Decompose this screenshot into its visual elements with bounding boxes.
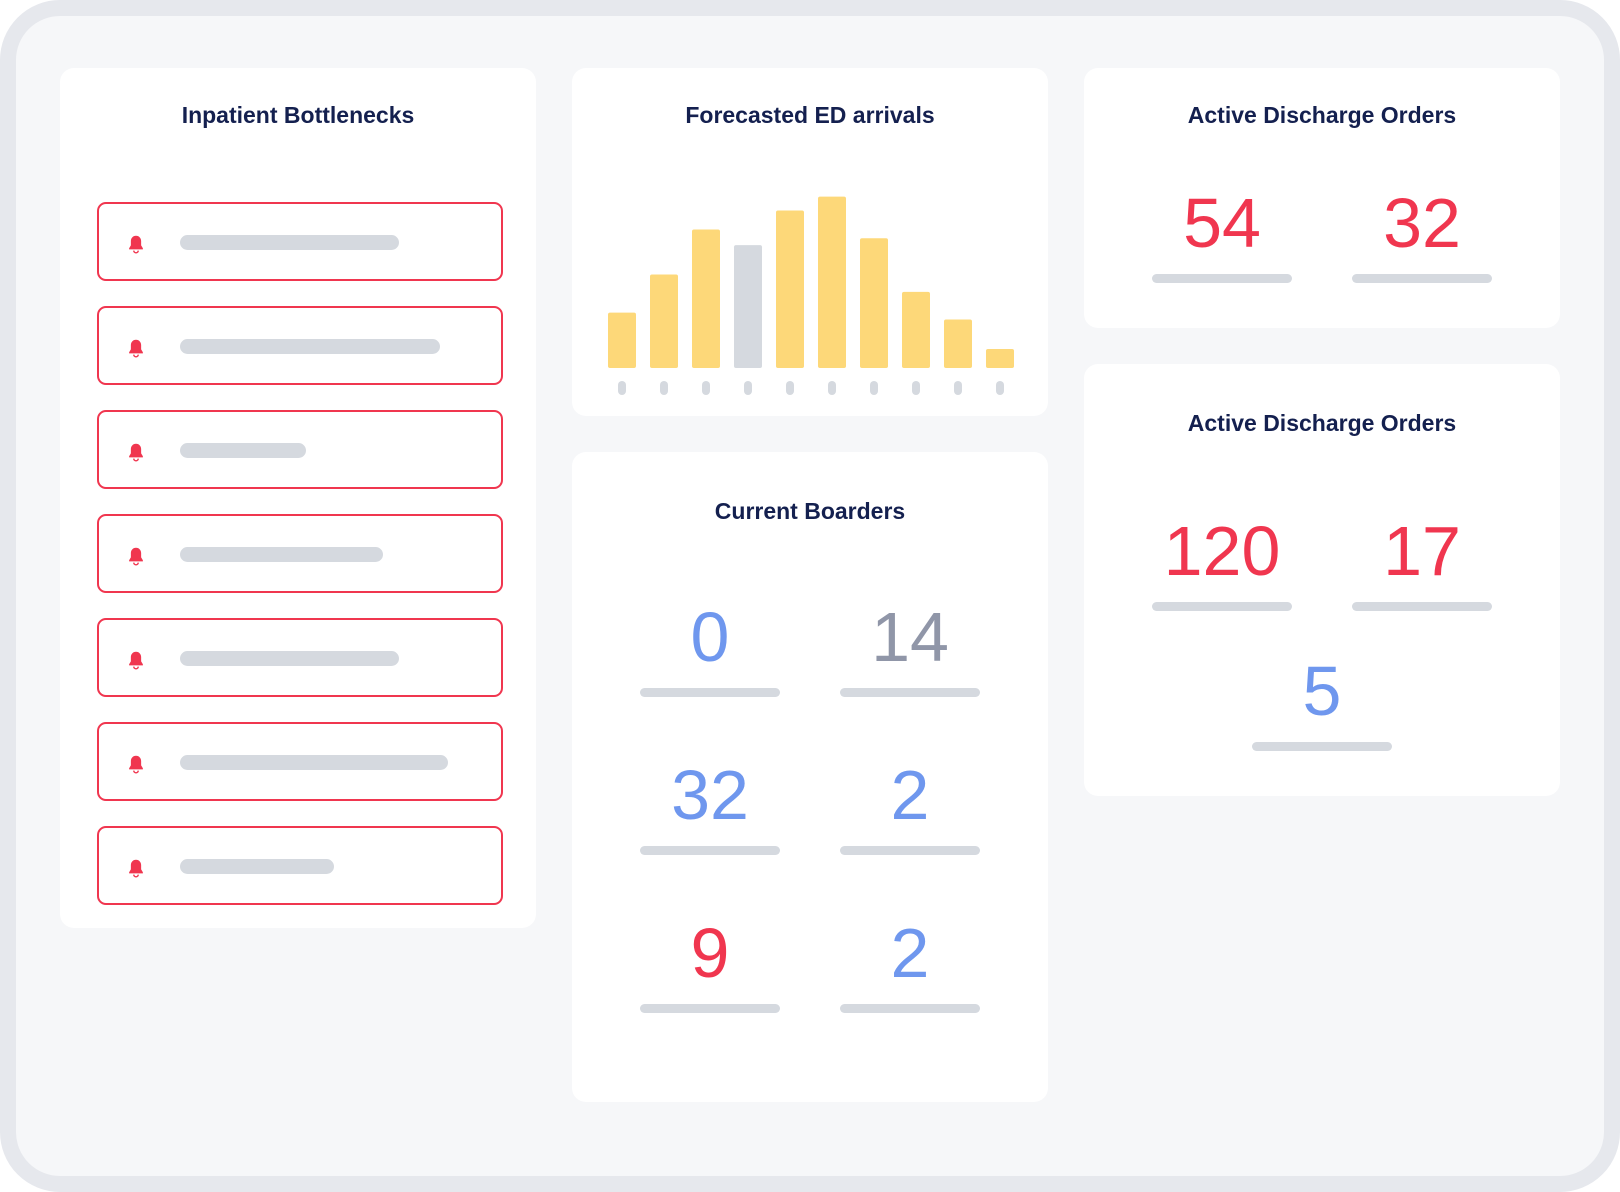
bell-icon <box>129 235 143 254</box>
forecast-tick-placeholder <box>702 381 710 395</box>
forecast-bar[interactable] <box>818 196 846 368</box>
forecast-bar-chart <box>608 196 1014 395</box>
forecast-bar[interactable] <box>650 274 678 368</box>
bell-icon <box>129 651 143 670</box>
stat-label-placeholder <box>840 846 980 855</box>
forecast-tick-placeholder <box>954 381 962 395</box>
discharge-top-title: Active Discharge Orders <box>1187 102 1457 128</box>
discharge-bottom-title: Active Discharge Orders <box>1187 410 1457 436</box>
alert-text-placeholder <box>180 651 399 666</box>
boarders-card: Current Boarders 0 14 32 2 9 2 <box>572 452 1048 1102</box>
bottleneck-alert-row[interactable] <box>97 826 503 905</box>
forecast-bar[interactable] <box>776 210 804 369</box>
forecast-tick-placeholder <box>912 381 920 395</box>
forecast-title: Forecasted ED arrivals <box>685 102 935 128</box>
bottlenecks-title: Inpatient Bottlenecks <box>181 102 415 128</box>
alert-text-placeholder <box>180 443 306 458</box>
forecast-tick-placeholder <box>618 381 626 395</box>
forecast-tick-placeholder <box>828 381 836 395</box>
alert-text-placeholder <box>180 235 399 250</box>
alert-text-placeholder <box>180 339 440 354</box>
forecast-bar[interactable] <box>944 319 972 368</box>
stat-value: 0 <box>690 598 730 676</box>
bell-icon <box>129 859 143 878</box>
bottleneck-alert-row[interactable] <box>97 618 503 697</box>
bell-icon <box>129 547 143 566</box>
forecast-bar[interactable] <box>734 245 762 368</box>
alert-text-placeholder <box>180 547 383 562</box>
forecast-tick-placeholder <box>870 381 878 395</box>
stat-label-placeholder <box>840 1004 980 1013</box>
stat-value: 9 <box>690 914 730 992</box>
forecast-tick-placeholder <box>744 381 752 395</box>
stat-value: 2 <box>890 914 930 992</box>
bottleneck-alert-row[interactable] <box>97 410 503 489</box>
stat-value: 120 <box>1163 512 1281 590</box>
forecast-tick-placeholder <box>660 381 668 395</box>
stat-value: 32 <box>1383 184 1461 262</box>
stat-value: 54 <box>1183 184 1261 262</box>
stat-label-placeholder <box>1152 274 1292 283</box>
forecast-tick-placeholder <box>786 381 794 395</box>
forecast-tick-placeholder <box>996 381 1004 395</box>
alert-text-placeholder <box>180 859 334 874</box>
bell-icon <box>129 443 143 462</box>
stat-value: 5 <box>1302 652 1342 730</box>
discharge-top-card: Active Discharge Orders 54 32 <box>1084 68 1560 328</box>
bell-icon <box>129 755 143 774</box>
stat-label-placeholder <box>640 1004 780 1013</box>
stat-label-placeholder <box>840 688 980 697</box>
forecast-bar[interactable] <box>608 312 636 368</box>
stat-label-placeholder <box>640 846 780 855</box>
stat-value: 14 <box>871 598 949 676</box>
boarders-title: Current Boarders <box>714 498 906 524</box>
bottleneck-alert-row[interactable] <box>97 514 503 593</box>
forecast-bar[interactable] <box>902 291 930 368</box>
bottleneck-alert-row[interactable] <box>97 202 503 281</box>
forecast-bar[interactable] <box>692 229 720 368</box>
bottlenecks-card: Inpatient Bottlenecks <box>60 68 536 928</box>
forecast-card: Forecasted ED arrivals <box>572 68 1048 416</box>
stat-value: 2 <box>890 756 930 834</box>
forecast-bar[interactable] <box>986 348 1014 368</box>
stat-label-placeholder <box>640 688 780 697</box>
bell-icon <box>129 339 143 358</box>
stat-value: 32 <box>671 756 749 834</box>
stat-label-placeholder <box>1152 602 1292 611</box>
bottleneck-alert-row[interactable] <box>97 722 503 801</box>
stat-label-placeholder <box>1352 602 1492 611</box>
stat-value: 17 <box>1383 512 1461 590</box>
bottleneck-alert-row[interactable] <box>97 306 503 385</box>
alert-text-placeholder <box>180 755 448 770</box>
stat-label-placeholder <box>1352 274 1492 283</box>
stat-label-placeholder <box>1252 742 1392 751</box>
forecast-bar[interactable] <box>860 238 888 368</box>
discharge-bottom-card: Active Discharge Orders 120 17 5 <box>1084 364 1560 796</box>
